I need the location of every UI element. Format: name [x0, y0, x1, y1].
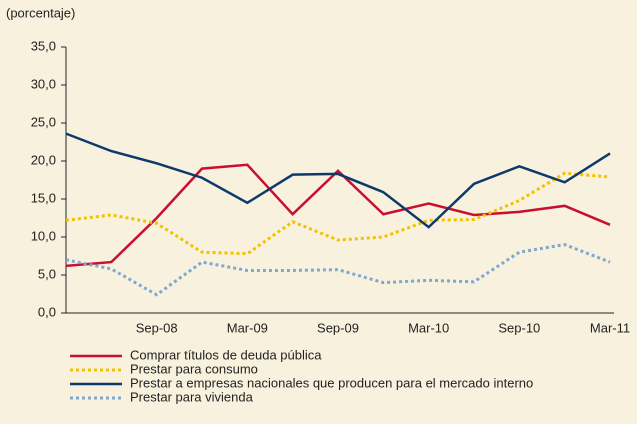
legend-label: Comprar títulos de deuda pública: [130, 347, 322, 362]
y-tick-label: 30,0: [31, 76, 56, 91]
y-tick-label: 20,0: [31, 152, 56, 167]
y-tick-label: 5,0: [38, 266, 56, 281]
y-tick-label: 25,0: [31, 114, 56, 129]
x-tick-label: Sep-09: [317, 320, 359, 335]
legend-label: Prestar a empresas nacionales que produc…: [130, 375, 533, 390]
y-tick-label: 10,0: [31, 228, 56, 243]
x-tick-label: Sep-08: [136, 320, 178, 335]
y-tick-label: 0,0: [38, 304, 56, 319]
y-tick-label: 15,0: [31, 190, 56, 205]
chart-title: (porcentaje): [6, 5, 75, 20]
x-tick-label: Mar-09: [227, 320, 268, 335]
series-line: [65, 243, 611, 297]
series-line: [65, 163, 611, 268]
x-tick-label: Mar-11: [590, 320, 630, 335]
legend-label: Prestar para vivienda: [130, 389, 254, 404]
x-tick-label: Sep-10: [498, 320, 540, 335]
series-line: [65, 171, 611, 256]
series-line: [65, 132, 611, 229]
y-tick-label: 35,0: [31, 38, 56, 53]
x-tick-label: Mar-10: [408, 320, 449, 335]
legend-label: Prestar para consumo: [130, 361, 258, 376]
